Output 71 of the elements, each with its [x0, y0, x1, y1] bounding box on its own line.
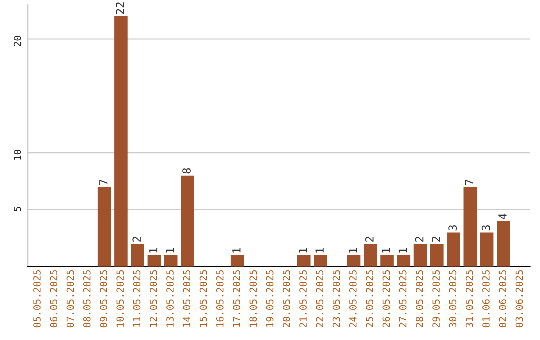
bar: [114, 16, 128, 267]
data-label: 1: [349, 248, 358, 253]
data-label: 3: [448, 226, 458, 231]
x-tick-label: 26.05.2025: [382, 270, 390, 328]
data-label: 3: [482, 226, 490, 231]
x-tick-label: 11.05.2025: [133, 270, 141, 328]
bar: [447, 232, 460, 267]
bar: [314, 256, 328, 267]
y-tick-label: 10: [14, 150, 22, 160]
x-tick-label: 25.05.2025: [366, 270, 374, 328]
bar: [497, 221, 510, 267]
x-tick-label: 14.05.2025: [183, 270, 191, 328]
x-tick-label: 31.05.2025: [466, 270, 474, 328]
bar: [397, 256, 411, 267]
y-tick-label: 5: [14, 207, 22, 212]
x-tick-label: 23.05.2025: [332, 270, 340, 328]
data-label: 2: [365, 237, 374, 242]
bar: [347, 256, 361, 267]
x-tick-label: 15.05.2025: [200, 270, 208, 328]
bar: [230, 256, 244, 267]
x-tick-label: 16.05.2025: [216, 270, 224, 328]
data-label: 1: [232, 248, 241, 253]
x-tick-label: 08.05.2025: [83, 270, 91, 328]
data-label: 1: [398, 248, 407, 253]
bar: [430, 244, 444, 267]
data-label: 7: [100, 180, 108, 186]
x-tick-label: 10.05.2025: [116, 270, 124, 328]
bar: [480, 232, 494, 267]
x-tick-label: 28.05.2025: [416, 270, 424, 328]
x-tick-label: 22.05.2025: [316, 270, 324, 328]
data-label: 7: [465, 180, 474, 186]
x-tick-label: 05.05.2025: [34, 270, 41, 328]
data-label: 1: [316, 248, 324, 253]
x-tick-label: 29.05.2025: [432, 270, 440, 328]
bar: [414, 244, 428, 267]
x-tick-label: 21.05.2025: [300, 270, 307, 328]
data-label: 8: [182, 168, 191, 174]
bar: [164, 256, 178, 267]
data-label: 2: [132, 237, 141, 242]
data-label: 2: [432, 237, 440, 242]
data-label: 1: [382, 248, 390, 253]
bar: [380, 256, 394, 267]
x-tick-label: 01.06.2025: [482, 270, 490, 328]
bar: [131, 244, 144, 267]
x-tick-label: 03.06.2025: [516, 270, 524, 328]
x-tick-label: 12.05.2025: [150, 270, 158, 328]
data-label: 1: [149, 248, 158, 253]
x-tick-label: 17.05.2025: [233, 270, 240, 328]
data-label: 1: [299, 248, 308, 253]
x-tick-label: 09.05.2025: [100, 270, 108, 328]
data-label: 1: [166, 248, 174, 253]
x-tick-label: 20.05.2025: [282, 270, 290, 328]
x-tick-label: 13.05.2025: [166, 270, 174, 328]
bar: [464, 187, 478, 267]
x-tick-label: 19.05.2025: [266, 270, 274, 328]
y-tick-label: 20: [14, 36, 22, 47]
x-tick-label: 18.05.2025: [250, 270, 258, 328]
x-tick-label: 02.06.2025: [499, 270, 507, 328]
x-tick-label: 30.05.2025: [449, 270, 457, 328]
x-tick-label: 06.05.2025: [50, 270, 58, 328]
data-label: 4: [498, 214, 507, 220]
bar: [148, 256, 162, 267]
bar: [98, 187, 112, 267]
bar: [181, 176, 194, 267]
x-tick-label: 07.05.2025: [66, 270, 74, 328]
bar: [297, 256, 311, 267]
data-label: 2: [415, 237, 424, 242]
x-tick-label: 24.05.2025: [350, 270, 357, 328]
bar: [364, 244, 378, 267]
x-tick-label: 27.05.2025: [399, 270, 407, 328]
data-label: 22: [116, 2, 124, 14]
